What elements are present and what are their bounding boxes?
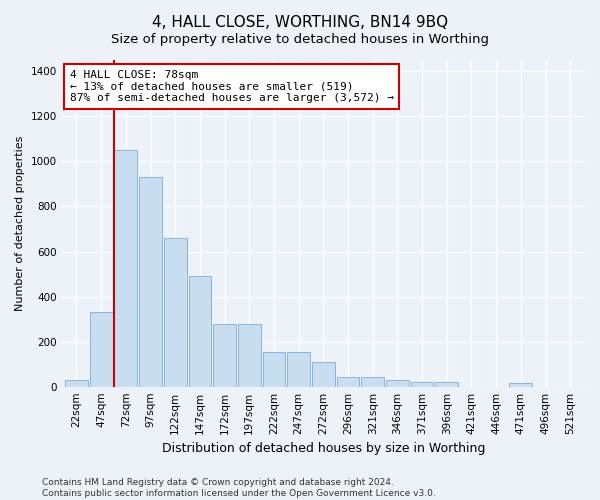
- Bar: [139, 177, 162, 386]
- Bar: [164, 238, 187, 386]
- Bar: [90, 312, 113, 386]
- X-axis label: Distribution of detached houses by size in Worthing: Distribution of detached houses by size …: [161, 442, 485, 455]
- Bar: [337, 376, 359, 386]
- Bar: [287, 352, 310, 386]
- Bar: [411, 382, 433, 386]
- Bar: [312, 362, 335, 386]
- Bar: [436, 382, 458, 386]
- Bar: [263, 352, 286, 386]
- Bar: [509, 384, 532, 386]
- Bar: [386, 380, 409, 386]
- Y-axis label: Number of detached properties: Number of detached properties: [15, 136, 25, 311]
- Bar: [238, 324, 260, 386]
- Bar: [115, 150, 137, 386]
- Text: 4, HALL CLOSE, WORTHING, BN14 9BQ: 4, HALL CLOSE, WORTHING, BN14 9BQ: [152, 15, 448, 30]
- Text: 4 HALL CLOSE: 78sqm
← 13% of detached houses are smaller (519)
87% of semi-detac: 4 HALL CLOSE: 78sqm ← 13% of detached ho…: [70, 70, 394, 103]
- Text: Contains HM Land Registry data © Crown copyright and database right 2024.
Contai: Contains HM Land Registry data © Crown c…: [42, 478, 436, 498]
- Bar: [188, 276, 211, 386]
- Bar: [65, 380, 88, 386]
- Bar: [361, 376, 384, 386]
- Text: Size of property relative to detached houses in Worthing: Size of property relative to detached ho…: [111, 32, 489, 46]
- Bar: [213, 324, 236, 386]
